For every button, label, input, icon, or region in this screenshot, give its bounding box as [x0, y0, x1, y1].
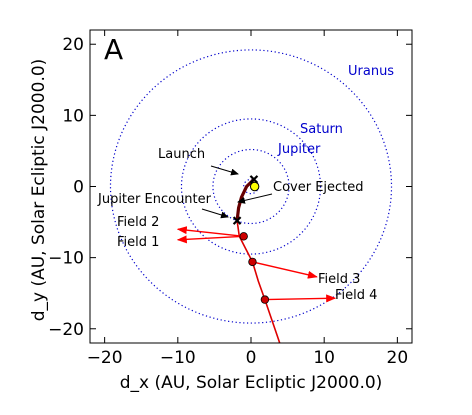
field-point-3	[248, 257, 257, 267]
annotation-cover-ejected-arrow	[237, 193, 273, 204]
field-arrow-4	[264, 294, 337, 303]
orbit-saturn	[180, 118, 322, 255]
marker-launch	[249, 175, 259, 184]
y-tick-label: 0	[73, 178, 84, 198]
marker-stroke	[249, 175, 259, 184]
marker-stroke	[232, 216, 242, 225]
field-label-1: Field 1	[117, 235, 159, 250]
marker-jupiter-encounter	[232, 216, 242, 225]
y-axis-label: d_y (AU, Solar Ecliptic J2000.0)	[29, 59, 49, 322]
field-label-4: Field 4	[335, 288, 377, 303]
annotation-jupiter-encounter: Jupiter Encounter	[97, 192, 212, 207]
orbit-label-jupiter: Jupiter	[277, 142, 321, 157]
y-tick-label: −20	[48, 320, 84, 340]
field-arrow-3	[252, 261, 318, 279]
panel-label: A	[104, 33, 123, 66]
field-arrow-2	[176, 235, 244, 244]
x-tick-label: 10	[313, 348, 335, 368]
x-axis-label: d_x (AU, Solar Ecliptic J2000.0)	[120, 373, 383, 393]
ticks-layer: −20 −10 0 10 20 20 10 0 −10 −20	[48, 30, 412, 368]
annotation-launch-arrow	[210, 165, 239, 176]
orbit-label-uranus: Uranus	[348, 64, 394, 79]
y-tick-label: 20	[62, 35, 84, 55]
field-label-2: Field 2	[117, 215, 159, 230]
field-arrow-1	[176, 226, 244, 237]
points-layer	[232, 175, 270, 304]
orbit-label-saturn: Saturn	[300, 122, 343, 137]
sun-point	[249, 181, 260, 192]
annotation-launch: Launch	[158, 147, 205, 162]
trajectory-layer	[235, 178, 281, 343]
x-tick-label: 0	[246, 348, 257, 368]
field-arrows-layer	[176, 226, 337, 303]
y-tick-label: −10	[48, 249, 84, 269]
x-tick-label: 20	[387, 348, 409, 368]
x-tick-label: −10	[160, 348, 196, 368]
y-tick-label: 10	[62, 106, 84, 126]
annotation-jupiter-encounter-arrow	[201, 208, 229, 219]
orbit-uranus	[109, 49, 393, 324]
x-tick-label: −20	[87, 348, 123, 368]
annotations-layer: A Launch Jupiter Encounter Cover Ejected…	[97, 33, 394, 303]
field-point-1	[239, 232, 248, 241]
field-point-4	[260, 295, 270, 304]
orbit-jupiter	[212, 148, 290, 225]
annotation-cover-ejected: Cover Ejected	[273, 180, 364, 195]
field-label-3: Field 3	[318, 272, 360, 287]
